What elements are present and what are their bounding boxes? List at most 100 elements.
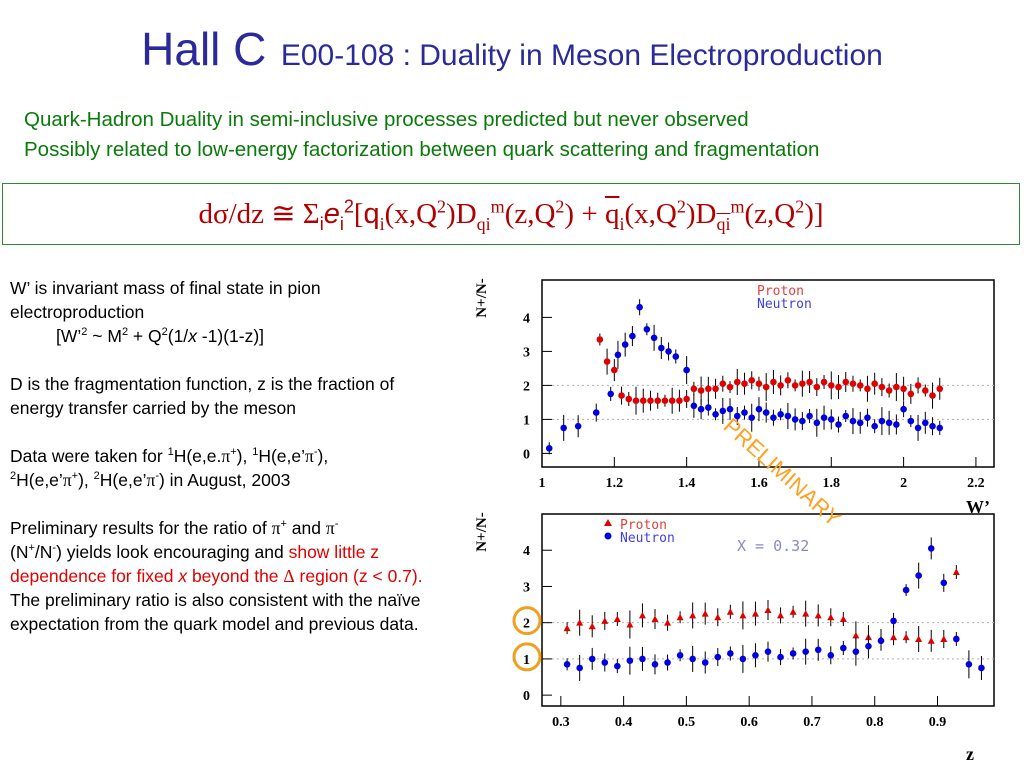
w-plot-point-neutron (921, 419, 929, 427)
z-plot-point-neutron (927, 545, 935, 552)
z-plot-point-neutron (727, 650, 734, 657)
p3-i: ) in August, 2003 (158, 470, 291, 490)
w-plot-point-proton (625, 395, 633, 403)
w-plot-point-neutron (726, 405, 734, 413)
w-plot-x-tick-label: 1.2 (606, 476, 624, 491)
z-plot-x-tick-label: 0.3 (552, 715, 570, 730)
w-plot-point-neutron (560, 424, 567, 432)
w-plot-point-neutron (733, 412, 741, 420)
w-plot-point-neutron (893, 421, 900, 428)
p4-pi-minus: π (325, 518, 335, 538)
w-plot-point-proton (632, 397, 640, 405)
z-plot-legend-proton: Proton (620, 518, 667, 533)
p4-n-minus: - (52, 542, 57, 555)
z-plot-legend-neutron: Neutron (620, 531, 675, 546)
wf-x: x (188, 326, 197, 346)
z-plot-x-tick-label: 0.9 (929, 715, 947, 730)
formula-D2-index: qi (716, 213, 731, 234)
formula-args-3: (x,Q (624, 198, 677, 230)
w-plot-point-neutron (784, 412, 792, 420)
z-plot-point-proton (902, 633, 910, 641)
paragraph-w-formula: [W’2 ~ M2 + Q2(1/x -1)(1-z)] (10, 324, 450, 348)
w-plot-point-proton (871, 380, 878, 388)
p3-a: Data were taken for (10, 446, 168, 466)
formula-paren-1: ) (446, 198, 456, 230)
w-plot-point-proton (618, 392, 625, 399)
p4-and: and (286, 518, 326, 538)
formula-qbar-index: i (619, 213, 625, 234)
z-plot-point-neutron (676, 651, 684, 659)
w-plot-point-neutron (748, 414, 756, 422)
formula-box: dσ/dz ≅ Σiei2[qi(x,Q2)Dqim(z,Q2) + qi(x,… (2, 183, 1020, 245)
z-plot-point-proton (613, 615, 621, 623)
w-plot-point-neutron (719, 407, 727, 415)
w-plot-y-tick-label: 4 (523, 311, 530, 326)
z-plot-y-tick-label: 4 (523, 544, 530, 559)
w-plot-point-proton (705, 385, 712, 393)
w-plot-point-neutron (705, 404, 712, 411)
w-plot-point-neutron (929, 422, 936, 430)
subtitle-line-2: Possibly related to low-energy factoriza… (24, 138, 820, 161)
z-plot-point-proton (714, 613, 722, 621)
w-plot-point-proton (733, 378, 741, 386)
p3-sup-d: 2 (93, 470, 100, 483)
w-plot-point-neutron (643, 326, 651, 333)
w-plot-point-neutron (621, 341, 629, 348)
wf-b: ~ M (87, 326, 122, 346)
z-plot-point-neutron (940, 579, 948, 587)
w-plot-point-neutron (545, 445, 553, 452)
w-plot-point-proton (914, 382, 922, 389)
p3-pi-d: π (146, 470, 156, 490)
p4-d: The preliminary ratio is also consistent… (10, 590, 421, 634)
w-plot-point-neutron (697, 405, 705, 413)
p4-plus: + (280, 518, 287, 531)
formula-e: e (323, 198, 340, 230)
formula-plus: + (581, 198, 598, 230)
w-plot-point-proton (907, 390, 915, 398)
paragraph-fragmentation: D is the fragmentation function, z is th… (10, 374, 395, 418)
w-plot-point-proton (690, 385, 698, 393)
w-plot-point-neutron (712, 411, 719, 418)
p3-d: H(e,e’ (258, 446, 306, 466)
w-plot-point-neutron (690, 402, 698, 410)
w-plot-x-axis-label: W’ (966, 497, 990, 517)
z-plot-frame (541, 513, 995, 707)
wf-c: + Q (128, 326, 162, 346)
formula-sum-index: i (319, 213, 324, 234)
p4-red-1: show little z dependence for fixed (10, 542, 380, 586)
p4-c: ) yields look encouraging and (56, 542, 289, 562)
p4-a: Preliminary results for the ratio of (10, 518, 272, 538)
w-plot-point-neutron (636, 303, 643, 311)
z-plot-y-tick-label: 3 (523, 580, 530, 595)
z-plot-point-neutron (764, 648, 772, 655)
w-plot-point-neutron (871, 422, 878, 430)
w-plot-x-tick-label: 1.4 (678, 476, 696, 491)
w-plot-point-neutron (813, 419, 821, 427)
p3-pi-b: π (305, 446, 314, 466)
legend-triangle-marker (604, 519, 612, 526)
p3-minus-b: - (313, 446, 318, 459)
z-plot-x-tick-label: 0.4 (615, 715, 633, 730)
z-plot-points (563, 537, 985, 681)
z-plot-point-proton (890, 633, 898, 641)
p4-red-x: x (178, 566, 188, 586)
title-sub: E00-108 : Duality in Meson Electroproduc… (280, 39, 883, 72)
z-plot-point-neutron (915, 572, 922, 579)
w-plot-point-proton (799, 380, 806, 388)
w-plot-point-neutron (762, 409, 770, 416)
z-plot-y-tick-label: 1 (523, 653, 530, 668)
wf-sq1: 2 (81, 326, 88, 339)
w-plot-point-neutron (683, 366, 690, 374)
z-plot-point-proton (676, 613, 684, 621)
z-plot-point-neutron (639, 655, 646, 663)
formula-args-4: (z,Q (744, 198, 796, 230)
z-plot-x-tick-label: 0.5 (678, 715, 696, 730)
body-text: W’ is invariant mass of final state in p… (10, 276, 450, 636)
z-plot-point-neutron (651, 661, 659, 668)
w-plot-point-proton (921, 387, 929, 394)
w-plot-point-proton (770, 378, 777, 386)
p3-sup-a: 1 (167, 446, 174, 459)
w-plot-point-neutron (658, 344, 665, 352)
z-plot-point-proton (827, 613, 835, 621)
